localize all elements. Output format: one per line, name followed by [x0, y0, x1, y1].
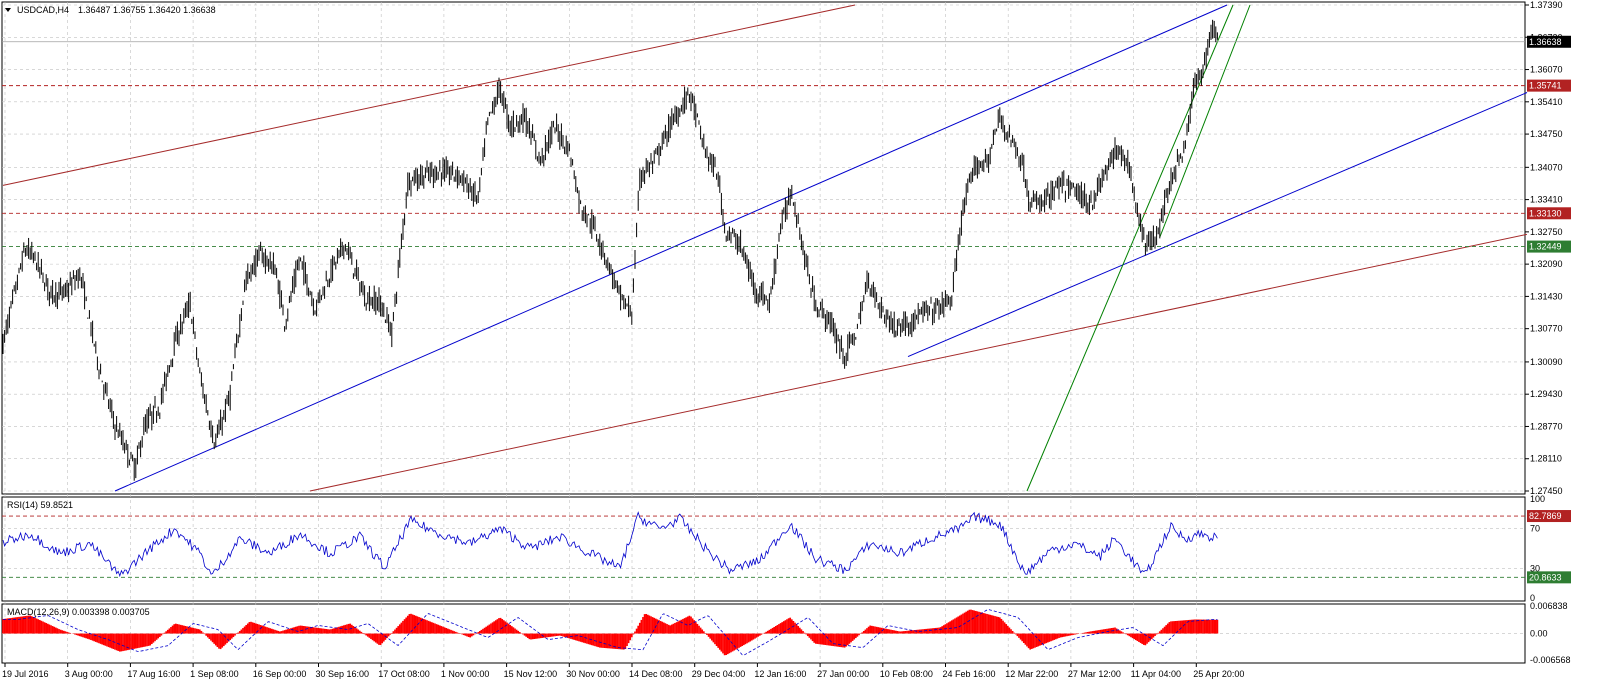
rsi-series [2, 511, 1218, 578]
rsi-line [2, 511, 1218, 578]
price-tick-label: 1.33410 [1530, 195, 1563, 205]
time-tick-label: 27 Jan 00:00 [817, 669, 869, 679]
rsi-level-resistance-tag [1527, 510, 1571, 523]
rsi-level-support-tag-text: 20.8633 [1529, 572, 1562, 582]
macd-tick-label: -0.006568 [1530, 655, 1571, 665]
level-support-tag [1527, 240, 1571, 253]
time-tick-label: 12 Jan 16:00 [754, 669, 806, 679]
price-candles [2, 19, 1218, 481]
current-price-tag-text: 1.36638 [1529, 37, 1562, 47]
macd-title: MACD(12,26,9) 0.003398 0.003705 [7, 607, 150, 617]
price-tick-label: 1.34070 [1530, 162, 1563, 172]
price-tick-label: 1.30770 [1530, 324, 1563, 334]
time-tick-label: 17 Aug 16:00 [127, 669, 180, 679]
rsi-tick-label: 100 [1530, 494, 1545, 504]
price-tick-label: 1.27450 [1530, 486, 1563, 496]
trend-line-channel_red [309, 233, 1528, 492]
triangle-down-icon[interactable] [5, 8, 11, 12]
level-resistance-tag [1527, 207, 1571, 220]
time-tick-label: 1 Sep 08:00 [190, 669, 239, 679]
macd-tick-label: 0.006838 [1530, 601, 1568, 611]
rsi-title: RSI(14) 59.8521 [7, 500, 73, 510]
price-tick-label: 1.36070 [1530, 65, 1563, 75]
rsi-level-support-tag [1527, 571, 1571, 584]
rsi-level-resistance-tag-text: 82.7869 [1529, 511, 1562, 521]
time-tick-label: 30 Sep 16:00 [316, 669, 370, 679]
macd-signal-line [3, 609, 1218, 656]
time-tick-label: 1 Nov 00:00 [441, 669, 490, 679]
time-tick-label: 14 Dec 08:00 [629, 669, 683, 679]
price-tick-label: 1.29430 [1530, 389, 1563, 399]
price-tick-label: 1.32090 [1530, 259, 1563, 269]
time-tick-label: 15 Nov 12:00 [504, 669, 558, 679]
main-price-panel[interactable] [1, 1, 1526, 495]
time-tick-label: 3 Aug 00:00 [65, 669, 113, 679]
trend-line-channel_red [2, 4, 856, 186]
current-price-tag [1527, 35, 1571, 48]
price-tick-label: 1.32750 [1530, 227, 1563, 237]
time-tick-label: 12 Mar 22:00 [1005, 669, 1058, 679]
price-tick-label: 1.28770 [1530, 421, 1563, 431]
rsi-tick-label: 30 [1530, 563, 1540, 573]
price-tick-label: 1.34750 [1530, 129, 1563, 139]
macd-histogram [2, 609, 1219, 656]
level-resistance-tag-text: 1.35741 [1529, 81, 1562, 91]
time-tick-label: 24 Feb 16:00 [943, 669, 996, 679]
time-tick-label: 19 Jul 2016 [2, 669, 49, 679]
price-tick-label: 1.30090 [1530, 357, 1563, 367]
price-tick-label: 1.35410 [1530, 97, 1563, 107]
time-tick-label: 16 Sep 00:00 [253, 669, 307, 679]
time-tick-label: 29 Dec 04:00 [692, 669, 746, 679]
level-resistance-tag-text: 1.33130 [1529, 208, 1562, 218]
level-resistance-tag [1527, 79, 1571, 92]
time-tick-label: 11 Apr 04:00 [1131, 669, 1181, 679]
trend-line-channel_blue [907, 92, 1528, 358]
rsi-tick-label: 0 [1530, 593, 1535, 603]
price-tick-label: 1.28110 [1530, 454, 1562, 464]
price-tick-label: 1.37390 [1530, 0, 1563, 10]
level-support-tag-text: 1.32449 [1529, 242, 1562, 252]
grid-lines [2, 2, 1525, 663]
macd-tick-label: 0.00 [1530, 629, 1548, 639]
symbol-label: USDCAD,H4 [17, 5, 69, 15]
time-tick-label: 30 Nov 00:00 [566, 669, 620, 679]
time-tick-label: 17 Oct 08:00 [378, 669, 430, 679]
rsi-panel[interactable] [1, 496, 1526, 602]
time-axis: 19 Jul 2016 3 Aug 00:00 17 Aug 16:00 1 Sep … [2, 663, 1244, 679]
time-tick-label: 10 Feb 08:00 [880, 669, 933, 679]
rsi-tick-label: 70 [1530, 524, 1540, 534]
trend-line-trend_green [1026, 4, 1234, 492]
horizontal-levels [2, 41, 1525, 578]
ohlc-values: 1.36487 1.36755 1.36420 1.36638 [78, 5, 216, 15]
time-tick-label: 27 Mar 12:00 [1068, 669, 1121, 679]
trend-line-trend_green [1159, 4, 1251, 237]
price-tick-label: 1.31430 [1530, 291, 1563, 301]
price-axis: 1.373901.367301.360701.354101.347501.340… [1525, 0, 1571, 665]
time-tick-label: 25 Apr 20:00 [1193, 669, 1244, 679]
